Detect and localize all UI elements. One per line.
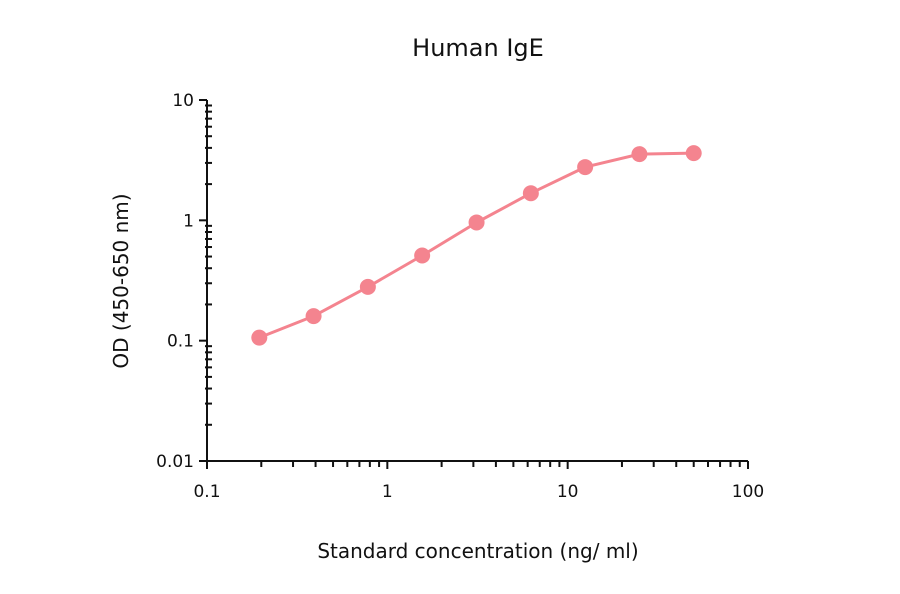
x-tick-label: 100 [732, 482, 764, 502]
data-series [251, 145, 702, 346]
x-tick-label: 1 [382, 482, 393, 502]
data-point-marker [251, 329, 268, 346]
data-point-marker [414, 247, 431, 264]
axis-tick-labels: 0.1 1 10 100 0.01 0.1 1 10 [156, 91, 764, 502]
y-tick-label: 0.01 [156, 452, 194, 472]
data-point-marker [359, 278, 376, 295]
x-tick-label: 0.1 [193, 482, 220, 502]
data-point-marker [468, 214, 485, 231]
data-point-marker [522, 185, 539, 202]
series-line [258, 151, 694, 339]
y-tick-label: 10 [172, 91, 194, 111]
y-tick-label: 0.1 [167, 332, 194, 352]
data-point-marker [685, 145, 702, 162]
y-axis-label: OD (450-650 nm) [109, 193, 133, 368]
data-point-marker [577, 159, 594, 176]
y-tick-label: 1 [183, 211, 194, 231]
chart-title: Human IgE [412, 34, 544, 62]
x-axis-label: Standard concentration (ng/ ml) [317, 539, 638, 563]
data-point-marker [305, 308, 322, 325]
data-point-marker [631, 146, 648, 163]
x-tick-label: 10 [557, 482, 579, 502]
axis-ticks [199, 99, 749, 469]
